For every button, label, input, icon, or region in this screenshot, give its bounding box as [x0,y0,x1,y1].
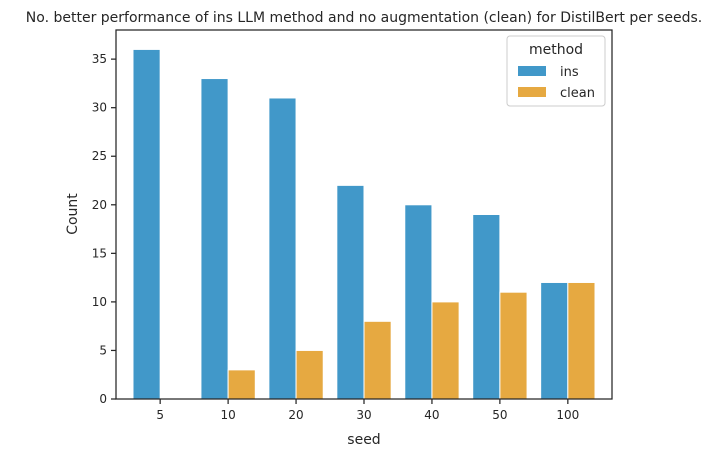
legend-swatch-ins [518,66,546,76]
x-tick-label: 5 [156,408,164,422]
bar-ins-40 [404,204,433,400]
legend-title: method [529,42,583,58]
bar-clean-40 [431,301,460,400]
y-tick-label: 0 [99,392,107,406]
bar-ins-50 [472,214,501,400]
bar-clean-100 [567,281,596,400]
y-tick-label: 10 [92,295,107,309]
x-axis-ticks: 5 10 20 30 40 50 100 [156,399,579,422]
y-tick-label: 5 [99,343,107,357]
x-tick-label: 30 [356,408,371,422]
bar-ins-5 [132,48,161,400]
legend-label-ins: ins [560,65,579,80]
x-axis-label: seed [347,432,380,448]
legend-label-clean: clean [560,86,595,101]
y-tick-label: 30 [92,101,107,115]
x-tick-label: 10 [220,408,235,422]
bar-clean-50 [499,291,528,400]
bar-ins-100 [540,281,569,400]
chart-title: No. better performance of ins LLM method… [26,10,702,26]
bar-ins-10 [200,78,229,400]
x-tick-label: 40 [424,408,439,422]
x-tick-label: 20 [288,408,303,422]
legend: method ins clean [506,35,606,107]
legend-swatch-clean [518,87,546,97]
y-tick-label: 15 [92,246,107,260]
bar-ins-20 [268,97,297,400]
bar-clean-20 [295,349,324,400]
bars-group [132,48,596,400]
y-tick-label: 35 [92,52,107,66]
bar-clean-30 [363,320,392,400]
bar-ins-30 [336,184,365,400]
y-axis-ticks: 0 5 10 15 20 25 30 35 [92,52,116,406]
y-tick-label: 20 [92,198,107,212]
x-tick-label: 100 [556,408,579,422]
y-axis-label: Count [65,193,81,235]
y-tick-label: 25 [92,149,107,163]
x-tick-label: 50 [492,408,507,422]
bar-clean-10 [227,369,256,400]
